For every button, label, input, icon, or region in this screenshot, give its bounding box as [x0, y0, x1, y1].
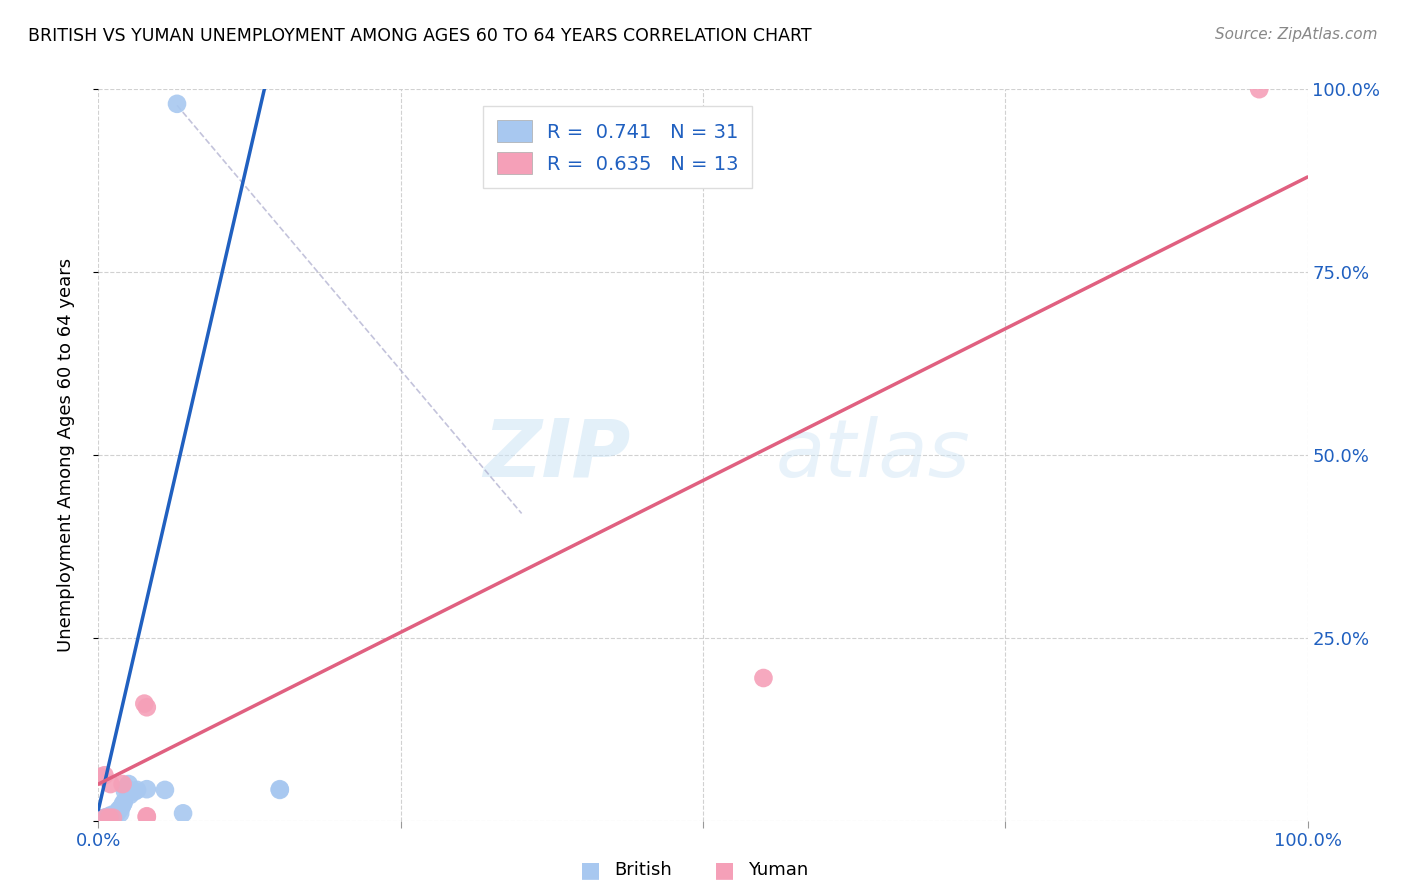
Text: ■: ■ [714, 860, 734, 880]
Point [111, 797, 134, 812]
Point [105, 806, 128, 821]
Point [166, 96, 188, 111]
Text: ■: ■ [581, 860, 600, 880]
Point [107, 805, 129, 819]
Point [135, 700, 157, 714]
Point [269, 783, 291, 797]
Point [96, 810, 118, 824]
Point [112, 796, 135, 810]
Point [97, 811, 120, 825]
Point [100, 812, 122, 826]
Point [752, 671, 775, 685]
Point [101, 809, 124, 823]
Point [110, 800, 132, 814]
Text: Yuman: Yuman [748, 861, 808, 879]
Point [100, 807, 122, 822]
Point [135, 782, 157, 797]
Point [90, 812, 112, 826]
Point [172, 806, 194, 821]
Text: atlas: atlas [776, 416, 970, 494]
Point [98, 809, 121, 823]
Point [91, 812, 114, 826]
Text: ZIP: ZIP [484, 416, 630, 494]
Point [103, 808, 125, 822]
Point [114, 784, 136, 798]
Point [100, 777, 122, 791]
Text: British: British [614, 861, 672, 879]
Point [124, 784, 146, 798]
Point [1249, 82, 1271, 96]
Point [93, 768, 115, 782]
Point [94, 811, 117, 825]
Point [98, 811, 121, 825]
Point [101, 811, 124, 825]
Point [135, 810, 157, 824]
Point [134, 697, 156, 711]
Text: BRITISH VS YUMAN UNEMPLOYMENT AMONG AGES 60 TO 64 YEARS CORRELATION CHART: BRITISH VS YUMAN UNEMPLOYMENT AMONG AGES… [28, 27, 811, 45]
Point [127, 783, 149, 797]
Point [135, 809, 157, 823]
Point [111, 777, 134, 791]
Point [115, 780, 138, 795]
Point [118, 777, 141, 791]
Text: Source: ZipAtlas.com: Source: ZipAtlas.com [1215, 27, 1378, 42]
Point [94, 812, 117, 826]
Point [118, 788, 141, 802]
Y-axis label: Unemployment Among Ages 60 to 64 years: Unemployment Among Ages 60 to 64 years [56, 258, 75, 652]
Point [90, 770, 112, 784]
Legend: R =  0.741   N = 31, R =  0.635   N = 13: R = 0.741 N = 31, R = 0.635 N = 13 [484, 106, 752, 188]
Point [93, 811, 115, 825]
Point [108, 803, 131, 817]
Point [108, 806, 131, 821]
Point [91, 812, 114, 826]
Point [153, 783, 176, 797]
Point [269, 782, 291, 797]
